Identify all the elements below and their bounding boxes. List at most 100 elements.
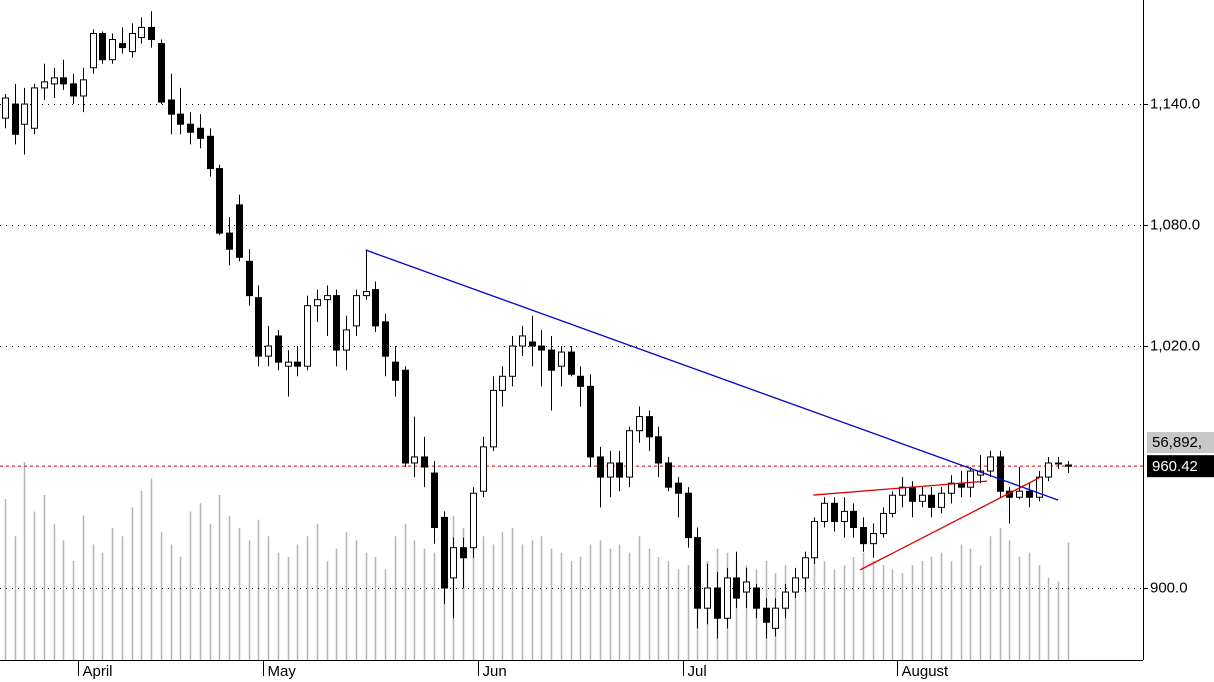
candle-body: [480, 446, 487, 492]
candle-body: [675, 482, 682, 494]
candle-body: [60, 77, 67, 85]
candle-body: [226, 232, 233, 250]
candle-body: [568, 351, 575, 375]
candle-body: [802, 557, 809, 579]
candle-body: [782, 591, 789, 609]
candle-body: [314, 299, 321, 307]
x-tick-label: Jul: [688, 663, 707, 680]
candle-body: [285, 361, 292, 367]
candle-body: [275, 335, 282, 363]
candle-body: [392, 361, 399, 381]
candle-body: [626, 430, 633, 478]
candle-body: [41, 81, 48, 89]
candle-body: [597, 456, 604, 478]
x-tick-label: May: [268, 663, 297, 680]
candle-body: [811, 520, 818, 559]
candle-body: [31, 87, 38, 129]
candle-body: [343, 329, 350, 351]
candle-body: [743, 581, 750, 593]
candle-body: [324, 295, 331, 301]
candle-body: [1045, 462, 1052, 478]
candle-body: [997, 456, 1004, 492]
candle-body: [772, 607, 779, 629]
candle-body: [733, 577, 740, 599]
candle-body: [470, 492, 477, 549]
trendline: [813, 480, 988, 496]
candle-body: [938, 492, 945, 508]
candle-body: [382, 321, 389, 357]
candle-body: [577, 375, 584, 387]
candle-body: [1026, 490, 1033, 498]
x-tick-label: April: [83, 663, 113, 680]
candle-body: [1065, 464, 1072, 467]
candle-body: [51, 77, 58, 85]
candle-body: [431, 472, 438, 529]
candle-body: [411, 456, 418, 464]
candle-body: [587, 385, 594, 458]
trendline: [859, 476, 1041, 571]
candle-body: [216, 168, 223, 234]
candle-body: [519, 335, 526, 347]
candle-body: [509, 345, 516, 377]
volume-label-box: [1147, 432, 1214, 453]
candle-body: [694, 537, 701, 609]
candle-body: [265, 345, 272, 357]
candle-body: [294, 361, 301, 367]
y-tick-label: 900.0: [1150, 579, 1188, 596]
candle-body: [850, 510, 857, 529]
candle-body: [714, 587, 721, 619]
candle-body: [870, 533, 877, 545]
candle-body: [109, 39, 116, 61]
candle-body: [831, 502, 838, 522]
candle-body: [353, 295, 360, 327]
candle-body: [2, 97, 9, 119]
candle-body: [197, 127, 204, 139]
candle-body: [948, 482, 955, 494]
candle-body: [158, 43, 165, 103]
y-tick-label: 1,020.0: [1150, 337, 1200, 354]
candle-body: [919, 494, 926, 502]
candle-body: [99, 32, 106, 61]
candle-body: [460, 547, 467, 559]
candle-body: [841, 510, 848, 522]
candle-body: [763, 607, 770, 623]
candle-body: [80, 79, 87, 97]
candle-body: [90, 32, 97, 69]
candle-body: [450, 547, 457, 579]
candle-body: [402, 369, 409, 464]
y-tick-label: 1,140.0: [1150, 95, 1200, 112]
price-label: 960.42: [1152, 458, 1198, 475]
candle-body: [548, 349, 555, 371]
candle-body: [1016, 490, 1023, 498]
candle-body: [304, 305, 311, 367]
candle-body: [987, 456, 994, 472]
candle-body: [119, 43, 126, 49]
candle-body: [753, 587, 760, 609]
candle-body: [148, 26, 155, 41]
candle-body: [441, 516, 448, 589]
candle-body: [616, 462, 623, 478]
candle-body: [899, 486, 906, 496]
candle-body: [70, 83, 77, 97]
candle-body: [685, 492, 692, 539]
candle-body: [792, 577, 799, 593]
candle-body: [928, 494, 935, 508]
candle-body: [490, 389, 497, 448]
candle-body: [607, 462, 614, 478]
candle-body: [372, 289, 379, 327]
candle-body: [704, 587, 711, 609]
volume-label: 56,892,: [1152, 434, 1202, 451]
candle-body: [529, 341, 536, 347]
candle-body: [168, 99, 175, 115]
candle-body: [860, 527, 867, 545]
candle-body: [421, 456, 428, 468]
trendline: [365, 249, 1059, 501]
candle-body: [967, 470, 974, 488]
candle-body: [21, 103, 28, 125]
price-label-box: [1147, 455, 1214, 478]
candle-body: [246, 260, 253, 297]
candle-body: [655, 436, 662, 464]
y-tick-label: 1,080.0: [1150, 216, 1200, 233]
